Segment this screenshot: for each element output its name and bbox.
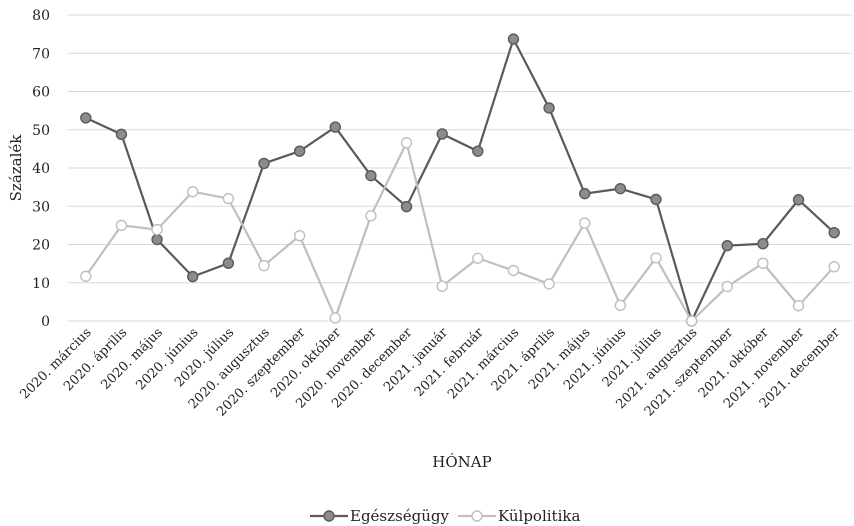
- data-point: [721, 280, 733, 293]
- legend-marker-0: [323, 510, 335, 522]
- data-point: [579, 217, 591, 229]
- legend-label-0: Egészségügy: [350, 507, 449, 525]
- data-point: [757, 257, 769, 269]
- data-point: [329, 312, 341, 324]
- data-point: [507, 264, 520, 277]
- data-point: [187, 186, 199, 198]
- data-point: [650, 252, 662, 264]
- y-axis-ticks: 0 10 20 30 40 50 60 70 80: [32, 8, 50, 330]
- data-point: [472, 145, 484, 157]
- data-point: [222, 257, 235, 269]
- data-point: [80, 270, 92, 282]
- y-tick-label: 40: [32, 161, 50, 177]
- y-tick-label: 20: [32, 238, 50, 254]
- data-point: [365, 210, 377, 222]
- y-tick-label: 60: [32, 85, 50, 101]
- y-tick-label: 80: [32, 8, 50, 24]
- gridlines: [68, 14, 852, 322]
- data-point: [80, 112, 92, 124]
- data-point: [436, 128, 448, 140]
- x-axis-title: HÓNAP: [432, 453, 491, 471]
- data-point: [828, 226, 840, 239]
- legend-marker-1: [471, 510, 483, 522]
- data-point: [115, 219, 128, 232]
- data-point: [543, 102, 555, 114]
- data-point: [757, 238, 769, 250]
- y-tick-label: 10: [32, 276, 50, 292]
- data-point: [329, 121, 341, 133]
- data-point: [151, 223, 163, 236]
- data-point: [828, 260, 840, 273]
- data-point: [258, 259, 270, 272]
- y-axis-title: Százalék: [7, 134, 25, 202]
- series-layer: [80, 33, 840, 327]
- data-point: [400, 137, 413, 149]
- data-point: [293, 230, 306, 242]
- legend-label-1: Külpolitika: [498, 507, 580, 525]
- y-tick-label: 30: [32, 199, 50, 215]
- data-point: [721, 239, 733, 252]
- legend: Egészségügy Külpolitika: [310, 507, 580, 525]
- data-point: [293, 145, 306, 157]
- data-point: [151, 233, 163, 246]
- data-point: [365, 169, 377, 182]
- y-tick-label: 50: [32, 123, 50, 139]
- data-point: [222, 192, 235, 205]
- data-point: [187, 270, 199, 283]
- data-point: [543, 278, 555, 290]
- series-line-0: [85, 36, 835, 325]
- data-point: [436, 280, 448, 292]
- data-point: [115, 128, 128, 141]
- data-point: [258, 157, 270, 170]
- data-point: [614, 299, 627, 312]
- data-point: [685, 315, 698, 327]
- series-line-1: [84, 139, 835, 323]
- data-point: [507, 33, 520, 45]
- data-point: [579, 187, 591, 200]
- data-point: [792, 194, 805, 206]
- data-point: [650, 193, 662, 206]
- y-tick-label: 70: [32, 46, 50, 62]
- data-point: [792, 300, 805, 312]
- data-point: [614, 182, 627, 195]
- data-point: [400, 200, 413, 213]
- y-tick-label: 0: [41, 314, 50, 330]
- data-point: [472, 252, 484, 264]
